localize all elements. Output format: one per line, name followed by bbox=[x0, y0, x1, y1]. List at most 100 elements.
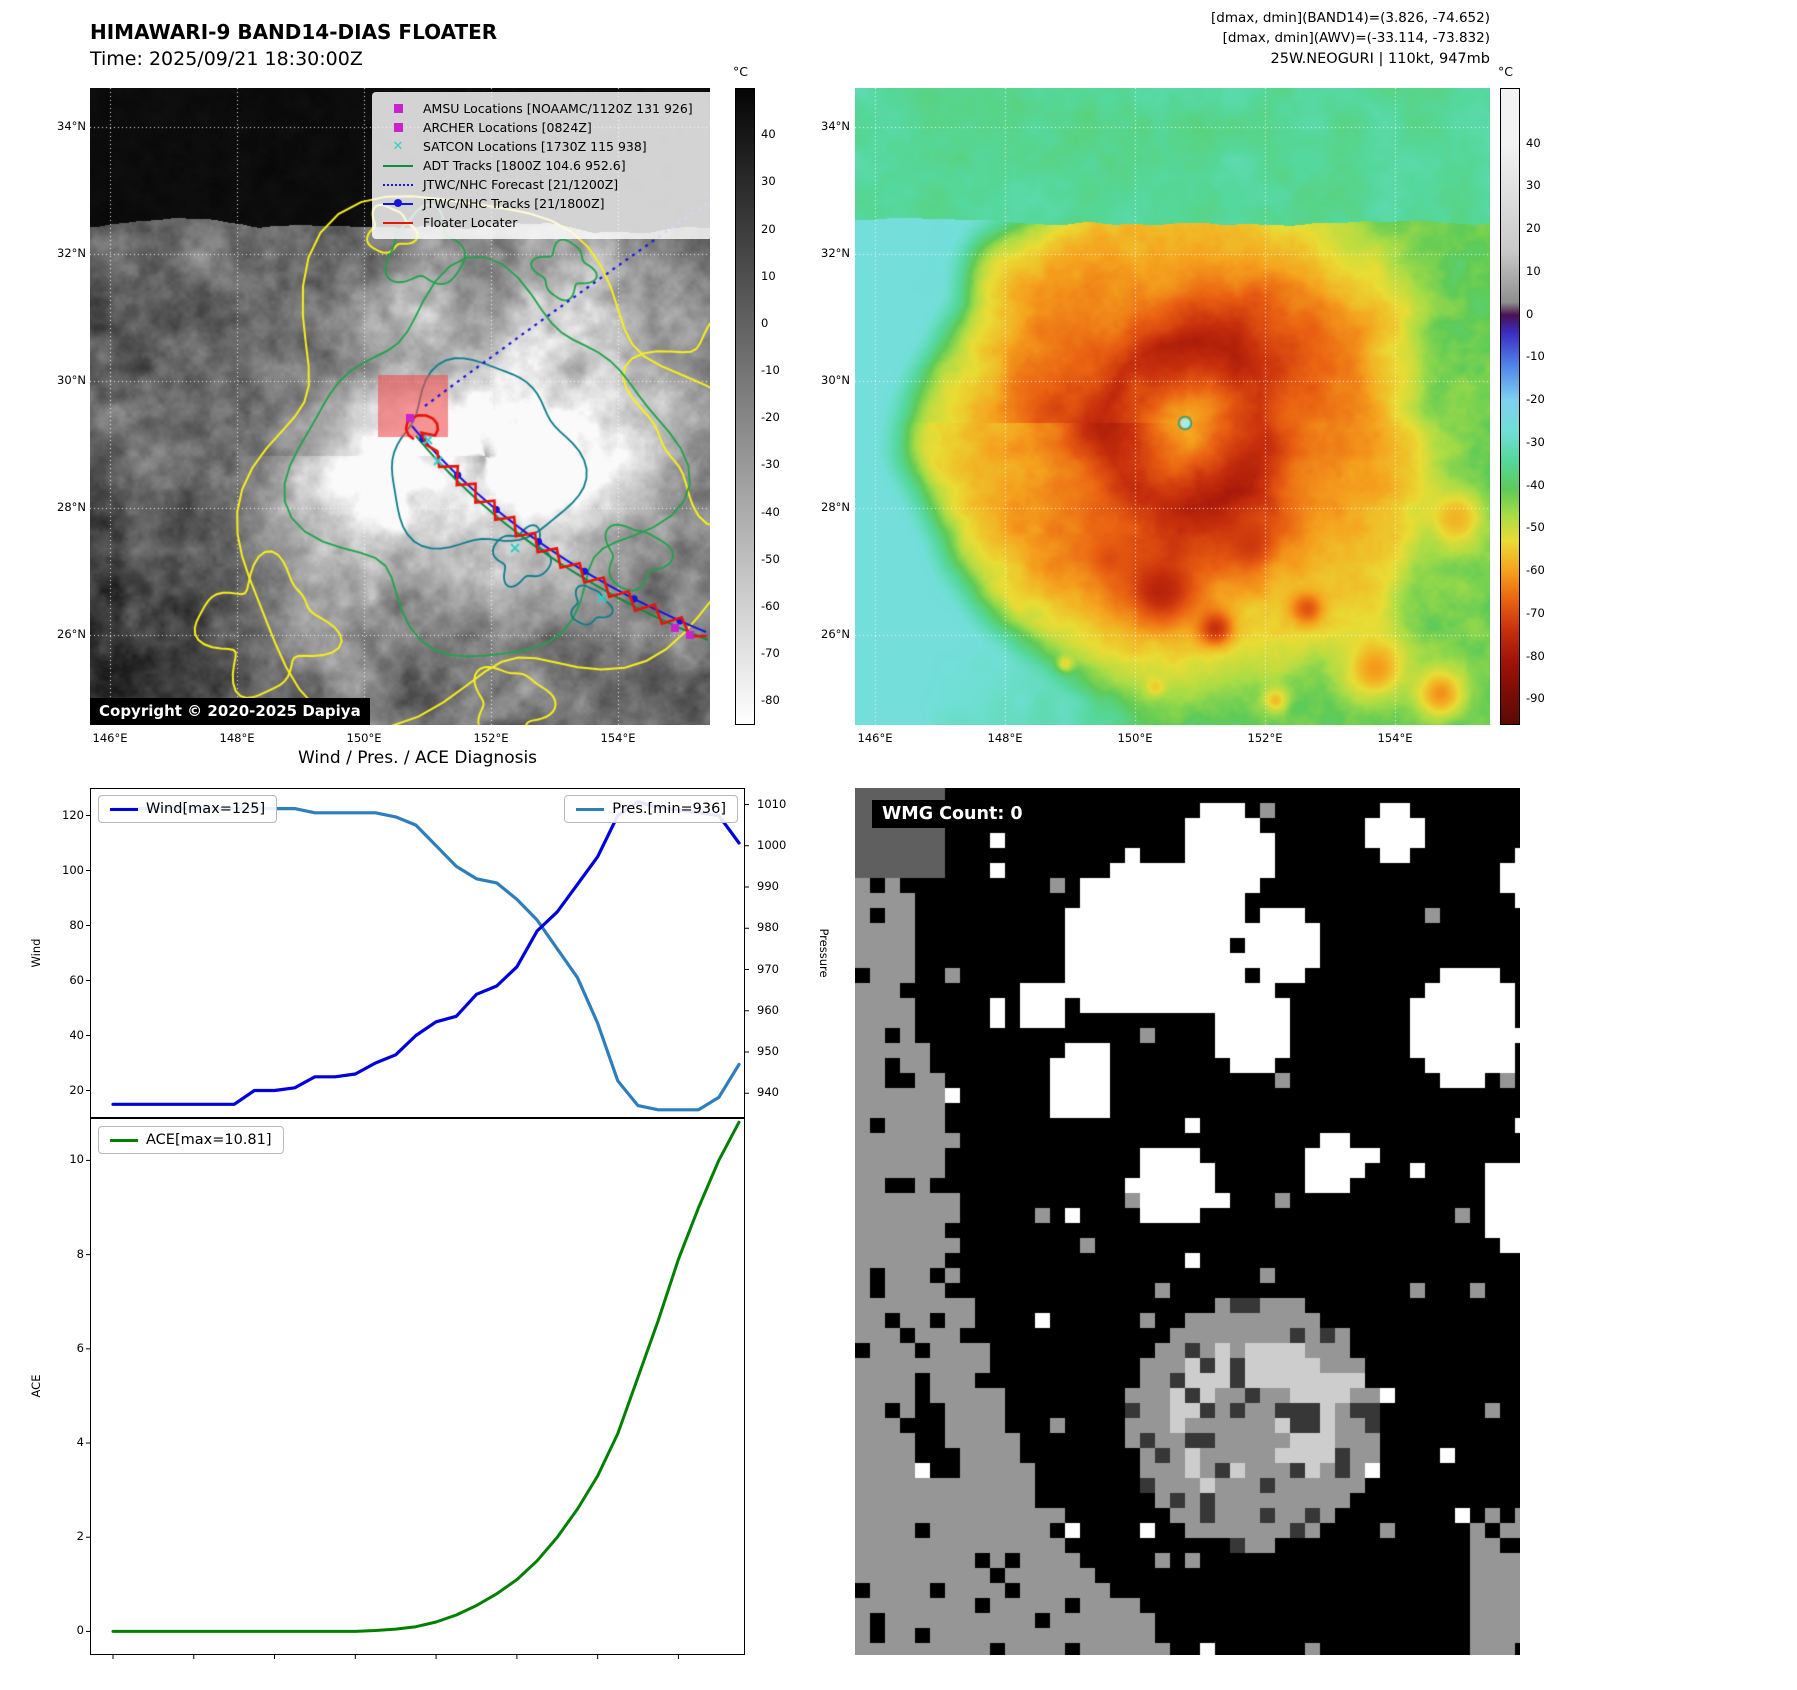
colorbar-tick-label: -50 bbox=[1526, 520, 1545, 535]
lon-tick-label: 146°E bbox=[92, 731, 128, 745]
wind-tick-label: 120 bbox=[62, 807, 84, 822]
map-legend: AMSU Locations [NOAAMC/1120Z 131 926] ARC… bbox=[372, 92, 730, 239]
legend-item-label: AMSU Locations [NOAAMC/1120Z 131 926] bbox=[423, 101, 693, 116]
legend-item: JTWC/NHC Tracks [21/1800Z] bbox=[381, 194, 721, 213]
pressure-tick-label: 970 bbox=[757, 961, 779, 976]
colorbar-tick-label: -20 bbox=[1526, 392, 1545, 407]
legend-item: ARCHER Locations [0824Z] bbox=[381, 118, 721, 137]
pressure-tick-label: 960 bbox=[757, 1002, 779, 1017]
lat-tick-label: 32°N bbox=[821, 246, 850, 260]
ace-legend-label: ACE[max=10.81] bbox=[146, 1132, 272, 1148]
enhanced-ir-map bbox=[855, 88, 1490, 725]
legend-item-label: JTWC/NHC Tracks [21/1800Z] bbox=[423, 196, 605, 211]
pressure-tick-label: 950 bbox=[757, 1044, 779, 1058]
colorbar-tick-label: -40 bbox=[761, 504, 780, 519]
lat-tick-label: 30°N bbox=[57, 373, 86, 387]
wind-legend-label: Wind[max=125] bbox=[146, 801, 266, 817]
wind-tick-label: 20 bbox=[69, 1082, 84, 1097]
lat-tick-label: 26°N bbox=[821, 627, 850, 641]
line-marker-icon bbox=[381, 221, 415, 224]
lat-tick-label: 28°N bbox=[821, 500, 850, 514]
ace-tick-label: 0 bbox=[76, 1623, 84, 1638]
legend-item: AMSU Locations [NOAAMC/1120Z 131 926] bbox=[381, 99, 721, 118]
colorbar-tick-label: -50 bbox=[761, 551, 780, 566]
panel-tl-title: HIMAWARI-9 BAND14-DIAS FLOATER bbox=[90, 20, 498, 44]
legend-item: ADT Tracks [1800Z 104.6 952.6] bbox=[381, 156, 721, 175]
wind-pressure-chart bbox=[86, 788, 749, 1118]
colorbar-tick-label: 10 bbox=[1526, 263, 1541, 278]
lon-tick-label: 148°E bbox=[987, 731, 1023, 745]
colorbar-tick-label: 0 bbox=[1526, 306, 1534, 321]
lon-tick-label: 154°E bbox=[1377, 731, 1413, 745]
colorbar-tick-label: -60 bbox=[761, 599, 780, 614]
dmax-dmin-awv-text: [dmax, dmin](AWV)=(-33.114, -73.832) bbox=[1222, 30, 1490, 46]
lon-tick-label: 148°E bbox=[219, 731, 255, 745]
ace-tick-label: 6 bbox=[76, 1340, 84, 1355]
colorbar-tick-label: -20 bbox=[761, 410, 780, 425]
pressure-tick-label: 980 bbox=[757, 920, 779, 935]
dotted-marker-icon bbox=[381, 183, 415, 186]
copyright-label: Copyright © 2020-2025 Dapiya bbox=[90, 698, 370, 725]
pressure-legend: Pres.[min=936] bbox=[564, 795, 738, 823]
colorbar-tick-label: -30 bbox=[761, 457, 780, 472]
lon-tick-label: 152°E bbox=[1247, 731, 1283, 745]
ace-tick-label: 2 bbox=[76, 1529, 84, 1544]
line-marker-icon bbox=[381, 164, 415, 167]
colorbar-tick-label: -40 bbox=[1526, 477, 1545, 492]
colorbar-tick-label: 20 bbox=[1526, 221, 1541, 236]
colorbar-tick-label: -30 bbox=[1526, 434, 1545, 449]
x-marker-icon: ✕ bbox=[392, 139, 404, 154]
legend-item-label: ARCHER Locations [0824Z] bbox=[423, 120, 592, 135]
dmax-dmin-band14-text: [dmax, dmin](BAND14)=(3.826, -74.652) bbox=[1210, 10, 1490, 26]
wind-line-sample bbox=[110, 807, 138, 811]
legend-item: Floater Locater bbox=[381, 213, 721, 232]
ace-legend: ACE[max=10.81] bbox=[98, 1126, 284, 1154]
lon-tick-label: 152°E bbox=[473, 731, 509, 745]
panel-tr-header: [dmax, dmin](BAND14)=(3.826, -74.652) [d… bbox=[1000, 8, 1490, 69]
ace-tick-label: 4 bbox=[76, 1435, 84, 1450]
lon-tick-label: 150°E bbox=[1117, 731, 1153, 745]
storm-id-intensity-text: 25W.NEOGURI | 110kt, 947mb bbox=[1270, 51, 1490, 67]
colorbar-enhanced bbox=[1500, 88, 1520, 725]
wind-tick-label: 40 bbox=[69, 1027, 84, 1042]
lon-tick-label: 146°E bbox=[857, 731, 893, 745]
lat-tick-label: 34°N bbox=[57, 119, 86, 133]
pressure-axis-label: Pressure bbox=[817, 928, 831, 978]
panel-tl-subtitle: Time: 2025/09/21 18:30:00Z bbox=[90, 48, 363, 70]
wind-tick-label: 100 bbox=[62, 862, 84, 877]
square-marker-icon bbox=[381, 104, 415, 113]
ace-tick-label: 8 bbox=[76, 1246, 84, 1261]
colorbar-tick-label: 40 bbox=[1526, 135, 1541, 150]
square-marker-icon bbox=[381, 123, 415, 132]
colorbar-tick-label: 30 bbox=[1526, 178, 1541, 193]
colorbar-tick-label: -70 bbox=[1526, 605, 1545, 620]
colorbar-tick-label: -70 bbox=[761, 646, 780, 661]
colorbar-tick-label: -80 bbox=[761, 693, 780, 708]
lat-tick-label: 30°N bbox=[821, 373, 850, 387]
wmg-count-label: WMG Count: 0 bbox=[872, 800, 1033, 828]
ace-axis-label: ACE bbox=[29, 1374, 43, 1398]
legend-item: ✕ SATCON Locations [1730Z 115 938] bbox=[381, 137, 721, 156]
ace-line-sample bbox=[110, 1138, 138, 1142]
legend-item-label: Floater Locater bbox=[423, 215, 518, 230]
wind-tick-label: 60 bbox=[69, 972, 84, 987]
legend-item-label: JTWC/NHC Forecast [21/1200Z] bbox=[423, 177, 619, 192]
line-dot-marker-icon bbox=[381, 199, 415, 207]
colorbar-tick-label: 30 bbox=[761, 174, 776, 189]
colorbar-tick-label: 40 bbox=[761, 127, 776, 142]
colorbar-band14 bbox=[735, 88, 755, 725]
wmg-count-map bbox=[855, 788, 1520, 1655]
colorbar-tick-label: 0 bbox=[761, 315, 769, 330]
colorbar-unit-tl: °C bbox=[733, 64, 748, 79]
diagnosis-chart-title: Wind / Pres. / ACE Diagnosis bbox=[297, 748, 538, 768]
lat-tick-label: 32°N bbox=[57, 246, 86, 260]
lon-tick-label: 150°E bbox=[346, 731, 382, 745]
colorbar-tick-label: -90 bbox=[1526, 691, 1545, 706]
lon-tick-label: 154°E bbox=[600, 731, 636, 745]
legend-item: JTWC/NHC Forecast [21/1200Z] bbox=[381, 175, 721, 194]
wind-tick-label: 80 bbox=[69, 917, 84, 932]
wind-axis-label: Wind bbox=[29, 938, 43, 968]
colorbar-tick-label: 20 bbox=[761, 221, 776, 236]
colorbar-tick-label: -10 bbox=[761, 363, 780, 378]
